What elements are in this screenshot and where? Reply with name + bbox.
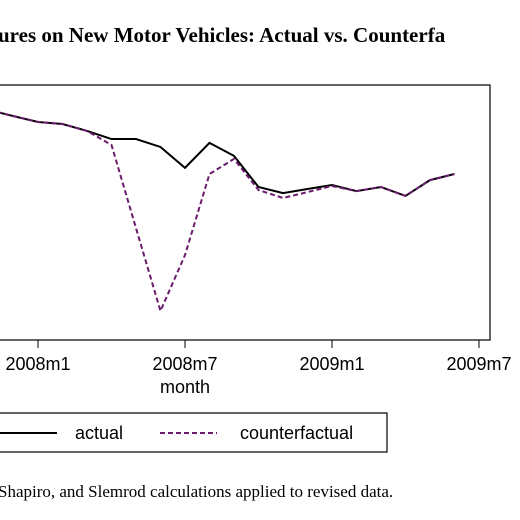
chart-title: ures on New Motor Vehicles: Actual vs. C… <box>0 23 446 47</box>
legend-label: counterfactual <box>240 423 353 443</box>
series-line <box>0 111 455 314</box>
x-axis-title: month <box>160 377 210 397</box>
footnote: Shapiro, and Slemrod calculations applie… <box>0 482 393 501</box>
x-tick-label: 2008m1 <box>5 354 70 374</box>
plot-area <box>0 84 491 341</box>
legend-label: actual <box>75 423 123 443</box>
legend-box <box>0 412 388 453</box>
x-tick-label: 2009m1 <box>299 354 364 374</box>
x-tick-label: 2008m7 <box>152 354 217 374</box>
x-tick-label: 2009m7 <box>446 354 511 374</box>
series-line <box>0 111 455 198</box>
